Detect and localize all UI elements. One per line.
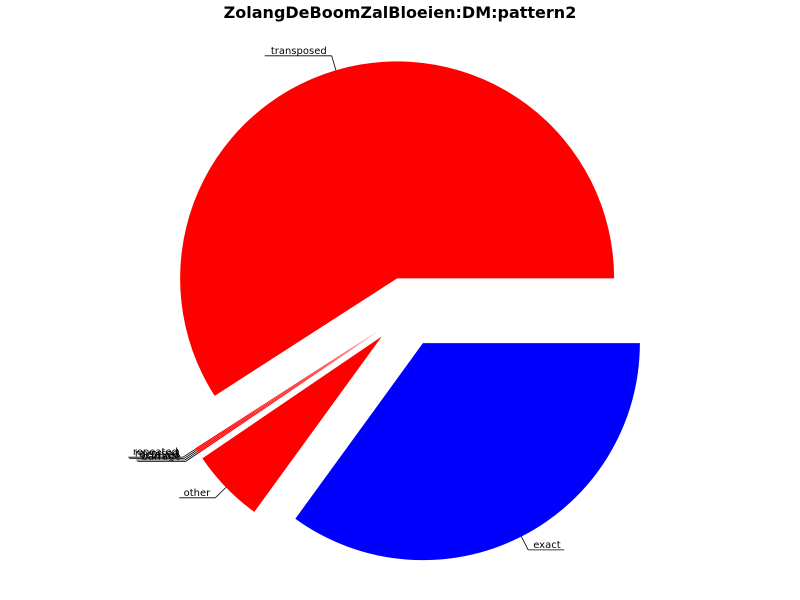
leader-line-octaved: [184, 451, 198, 461]
slice-label-repeated: repeated: [133, 447, 178, 458]
chart-title: ZolangDeBoomZalBloeien:DM:pattern2: [224, 3, 577, 22]
pie-slice-barrage: [197, 331, 378, 454]
pie-slice-transposed: [180, 61, 615, 396]
pie-slice-repeated: [195, 331, 378, 450]
leader-line-transposed: [331, 55, 337, 71]
leader-line-other: [214, 487, 227, 499]
leader-line-exact: [521, 536, 529, 551]
pie-slice-octaved: [196, 331, 378, 453]
slice-label-transposed: transposed: [271, 46, 327, 57]
pie-slice-exact: [295, 343, 640, 561]
pie-slice-other: [202, 336, 382, 512]
leader-line-reversed: [183, 450, 197, 459]
pie-slice-reversed: [196, 331, 378, 451]
pie-slices: [180, 61, 640, 561]
slice-label-other: other: [184, 488, 212, 499]
slice-label-reversed: reversed: [135, 449, 179, 460]
leader-line-repeated: [182, 448, 196, 458]
leader-line-barrage: [185, 452, 199, 462]
slice-label-octaved: octaved: [140, 450, 180, 461]
pie-labels: exactotherbarrageoctavedreversedrepeated…: [128, 46, 565, 551]
slice-label-exact: exact: [533, 540, 561, 551]
